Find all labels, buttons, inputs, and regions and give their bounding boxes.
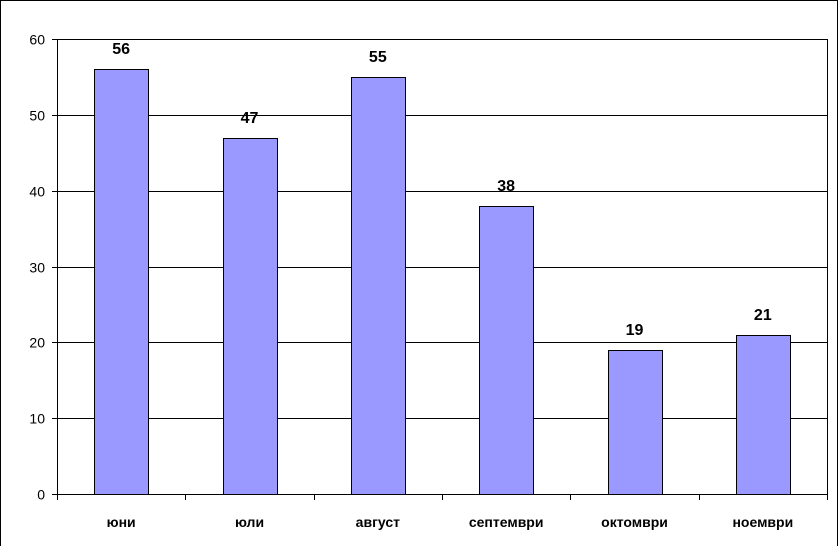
- y-tick-label-30: 30: [29, 260, 45, 276]
- gridlines: [57, 39, 827, 419]
- x-tick-label-3: септември: [469, 514, 544, 530]
- y-tick-label-40: 40: [29, 184, 45, 200]
- axes: [52, 39, 828, 500]
- y-axis-ticks: 0 10 20 30 40 50 60: [29, 32, 57, 503]
- data-label-4: 19: [626, 322, 644, 339]
- bars: [94, 69, 791, 495]
- bar-4: [608, 350, 663, 495]
- bar-0: [94, 69, 149, 495]
- data-label-1: 47: [241, 110, 259, 127]
- bar-5: [736, 335, 791, 495]
- y-tick-label-0: 0: [37, 487, 45, 503]
- data-label-0: 56: [112, 41, 130, 58]
- x-tick-label-0: юни: [107, 514, 136, 530]
- data-label-2: 55: [369, 49, 387, 66]
- x-tick-label-1: юли: [235, 514, 264, 530]
- y-tick-label-50: 50: [29, 108, 45, 124]
- x-tick-label-2: август: [356, 514, 400, 530]
- bar-1: [223, 138, 278, 495]
- y-tick-label-60: 60: [29, 32, 45, 48]
- x-tick-label-5: ноември: [732, 514, 793, 530]
- data-label-5: 21: [754, 307, 772, 324]
- data-labels: 56 47 55 38 19 21: [112, 41, 772, 339]
- y-tick-label-20: 20: [29, 335, 45, 351]
- x-axis-labels: юни юли август септември октомври ноември: [107, 514, 794, 530]
- x-tick-label-4: октомври: [601, 514, 668, 530]
- bar-3: [479, 206, 534, 495]
- data-label-3: 38: [497, 178, 515, 195]
- bar-2: [351, 77, 406, 495]
- y-tick-label-10: 10: [29, 411, 45, 427]
